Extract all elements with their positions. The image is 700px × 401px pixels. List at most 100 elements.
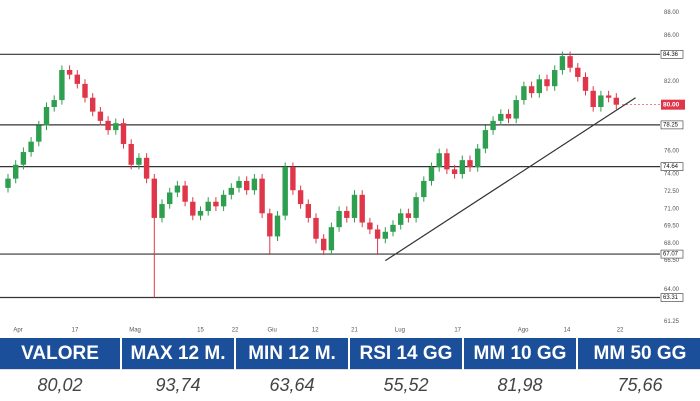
candle-body [490, 120, 496, 131]
candle-body [428, 167, 435, 181]
value-cell: 81,98 [464, 369, 576, 401]
y-tick-label: 71.00 [664, 206, 680, 212]
candle-body [282, 167, 288, 216]
value-cell: 93,74 [122, 369, 234, 401]
candle-body [567, 56, 573, 68]
candle-body [613, 97, 619, 105]
candle-body [143, 157, 150, 179]
level-label: 67.07 [663, 252, 679, 258]
candle-body [274, 215, 281, 237]
header-cell: MM 50 GG [578, 338, 700, 369]
candle-body [413, 197, 419, 218]
candle-body [159, 204, 165, 218]
candle-body [605, 95, 612, 98]
candle-body [28, 141, 34, 153]
candle-body [521, 86, 527, 101]
level-box [660, 50, 684, 59]
candle-body [374, 229, 381, 239]
candle-body [467, 160, 473, 168]
candle-body [251, 178, 258, 191]
candle-body [475, 148, 481, 168]
value-cell: 63,64 [236, 369, 348, 401]
candle-body [20, 152, 27, 165]
x-tick-label: 17 [454, 328, 461, 334]
candle-body [367, 222, 373, 230]
candle-body [174, 185, 181, 193]
y-tick-label: 76.00 [664, 148, 680, 154]
candle-body [128, 143, 134, 165]
x-tick-label: 22 [617, 328, 624, 334]
header-cell: MAX 12 M. [122, 338, 234, 369]
candle-body [598, 95, 604, 107]
x-tick-label: 21 [351, 328, 358, 334]
candle-body [244, 180, 250, 191]
candle-body [105, 120, 111, 131]
y-tick-label: 86.00 [664, 33, 680, 39]
candle-body [228, 187, 234, 195]
candle-body [66, 70, 73, 75]
y-tick-label: 66.50 [664, 258, 680, 264]
x-tick-label: Apr [13, 328, 22, 334]
candle-body [97, 111, 104, 121]
candle-body [582, 76, 589, 91]
y-tick-label: 74.00 [664, 172, 680, 178]
header-cell: MIN 12 M. [236, 338, 348, 369]
y-tick-label: 69.50 [664, 224, 680, 230]
header-cell: RSI 14 GG [350, 338, 462, 369]
candle-body [167, 192, 173, 205]
candle-body [513, 100, 519, 119]
x-tick-label: Mag [129, 328, 141, 334]
stats-table: VALORE MAX 12 M. MIN 12 M. RSI 14 GG MM 10 G… [0, 338, 700, 401]
value-cell: 75,66 [578, 369, 700, 401]
last-price-box [661, 99, 685, 110]
x-tick-label: Ago [518, 328, 529, 334]
candle-body [113, 123, 119, 131]
level-box [660, 162, 684, 171]
candle-body [190, 201, 196, 216]
trendline [384, 97, 636, 262]
candle-body [344, 210, 350, 218]
value-cell: 80,02 [0, 369, 120, 401]
candle-body [5, 178, 11, 188]
candle-body [321, 238, 327, 251]
candle-body [313, 217, 319, 239]
candle-body [528, 86, 535, 94]
candle-body [236, 180, 242, 188]
candle-body [482, 130, 489, 149]
candle-body [590, 90, 596, 107]
candle-body [536, 79, 542, 94]
candle-body [328, 227, 335, 251]
candle-body [182, 185, 188, 202]
y-tick-label: 88.00 [664, 10, 680, 16]
candle-body [59, 70, 65, 101]
candle-body [51, 100, 57, 107]
candle-body [559, 56, 566, 71]
candle-body [205, 201, 211, 211]
y-tick-label: 72.50 [664, 189, 680, 195]
candle-body [552, 70, 558, 87]
y-tick-label: 82.00 [664, 79, 680, 85]
y-tick-label: 68.00 [664, 241, 680, 247]
candle-body [305, 204, 311, 218]
x-tick-label: 22 [232, 328, 239, 334]
candle-body [151, 178, 157, 218]
candle-body [575, 67, 581, 77]
last-price-label: 80.00 [663, 101, 680, 108]
candle-body [451, 169, 458, 175]
candle-body [136, 157, 142, 165]
x-tick-label: 17 [72, 328, 79, 334]
candle-body [421, 180, 427, 198]
candle-body [459, 160, 465, 175]
candle-body [267, 213, 273, 237]
candle-body [290, 167, 296, 191]
x-tick-label: 14 [564, 328, 571, 334]
candle-body [436, 153, 442, 168]
level-box [660, 293, 684, 302]
level-label: 78.25 [663, 122, 679, 128]
level-label: 74.64 [663, 164, 679, 170]
candle-body [120, 123, 127, 144]
candle-body [336, 210, 342, 228]
candle-body [36, 125, 42, 142]
candle-body [297, 190, 304, 205]
